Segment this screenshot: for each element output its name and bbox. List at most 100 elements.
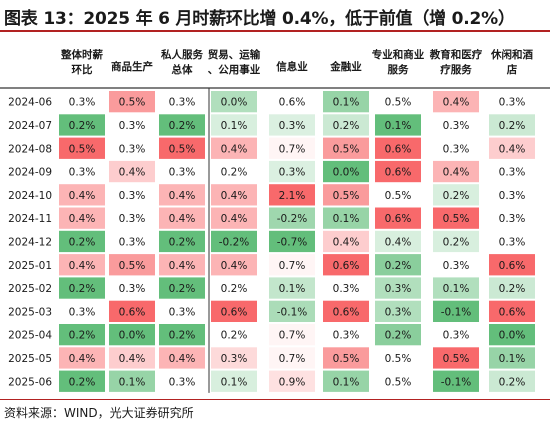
heatmap-cell <box>375 137 421 159</box>
heatmap-cell <box>159 160 205 183</box>
cell-value: 0.4% <box>119 167 146 179</box>
heatmap-cell <box>159 207 205 229</box>
heatmap-cell <box>269 347 315 369</box>
column-header: 整体时薪 <box>60 48 103 61</box>
heatmap-cell <box>433 207 479 229</box>
heatmap-cell <box>323 300 369 322</box>
column-header: 店 <box>506 63 518 76</box>
heatmap-cell <box>489 230 535 253</box>
heatmap-cell <box>323 91 369 113</box>
cell-value: 0.2% <box>499 120 526 132</box>
row-label: 2025-06 <box>8 376 52 388</box>
heatmap-cell <box>59 137 105 159</box>
source-note: 资料来源：WIND，光大证券研究所 <box>4 406 194 420</box>
column-header: 总体 <box>172 63 193 76</box>
cell-value: 0.7% <box>279 330 306 342</box>
cell-value: 0.4% <box>169 213 196 225</box>
cell-value: 0.1% <box>333 213 360 225</box>
heatmap-cell <box>433 184 479 206</box>
heatmap-cell <box>489 370 535 392</box>
cell-value: 0.4% <box>69 353 96 365</box>
cell-value: 0.3% <box>169 376 196 388</box>
cell-value: 0.4% <box>443 97 470 109</box>
heatmap-cell <box>323 207 369 229</box>
row-label: 2024-09 <box>8 167 52 179</box>
cell-value: 0.3% <box>499 97 526 109</box>
heatmap-cell <box>211 184 257 206</box>
cell-value: 0.6% <box>119 306 146 318</box>
cell-value: 0.1% <box>221 120 248 132</box>
cell-value: 0.9% <box>279 376 306 388</box>
cell-value: -0.2% <box>277 213 307 225</box>
heatmap-cell <box>159 184 205 206</box>
heatmap-cell <box>109 230 155 253</box>
cell-value: 0.2% <box>221 330 248 342</box>
column-header: 疗服务 <box>440 63 472 76</box>
cell-value: 0.4% <box>443 167 470 179</box>
cell-value: 0.5% <box>69 143 96 155</box>
heatmap-cell <box>269 254 315 276</box>
heatmap-cell <box>59 347 105 369</box>
cell-value: 0.2% <box>69 330 96 342</box>
heatmap-cell <box>489 347 535 369</box>
heatmap-cell <box>109 300 155 322</box>
cell-value: 0.7% <box>279 143 306 155</box>
heatmap-cell <box>375 347 421 369</box>
column-header: 环比 <box>72 63 93 76</box>
heatmap-cell <box>59 160 105 183</box>
cell-value: 0.2% <box>169 236 196 248</box>
cell-value: 0.2% <box>69 120 96 132</box>
heatmap-cell <box>159 114 205 136</box>
cell-value: 0.3% <box>443 143 470 155</box>
cell-value: 0.3% <box>119 143 146 155</box>
column-header: 、公用事业 <box>208 63 261 76</box>
cell-value: 0.3% <box>279 167 306 179</box>
heatmap-cell <box>375 184 421 206</box>
heatmap-cell <box>489 137 535 159</box>
cell-value: 0.2% <box>69 236 96 248</box>
heatmap-cell <box>211 300 257 322</box>
cell-value: 0.3% <box>69 306 96 318</box>
heatmap-cell <box>489 207 535 229</box>
cell-value: 0.2% <box>221 167 248 179</box>
cell-value: 0.4% <box>69 213 96 225</box>
cell-value: 0.6% <box>385 213 412 225</box>
heatmap-cell <box>59 230 105 253</box>
column-header: 专业和商业 <box>372 48 425 61</box>
cell-value: 0.3% <box>499 213 526 225</box>
row-label: 2024-06 <box>8 97 52 109</box>
heatmap-cell <box>433 230 479 253</box>
column-header: 金融业 <box>329 60 362 73</box>
cell-value: 0.3% <box>333 330 360 342</box>
heatmap-cell <box>211 347 257 369</box>
heatmap-cell <box>109 114 155 136</box>
heatmap-cell <box>159 91 205 113</box>
column-header: 信息业 <box>276 60 308 73</box>
heatmap-cell <box>211 277 257 299</box>
cell-value: 0.2% <box>443 236 470 248</box>
cell-value: 0.5% <box>385 376 412 388</box>
cell-value: 0.2% <box>499 376 526 388</box>
cell-value: 0.3% <box>385 306 412 318</box>
row-label: 2024-07 <box>8 120 52 132</box>
heatmap-cell <box>375 300 421 322</box>
cell-value: 0.6% <box>499 306 526 318</box>
heatmap-cell <box>489 160 535 183</box>
cell-value: -0.7% <box>277 236 307 248</box>
heatmap-cell <box>323 184 369 206</box>
heatmap-cell <box>323 160 369 183</box>
cell-value: 0.3% <box>499 236 526 248</box>
cell-value: 0.6% <box>279 97 306 109</box>
heatmap-cell <box>59 184 105 206</box>
heatmap-cell <box>211 254 257 276</box>
cell-value: -0.1% <box>441 376 471 388</box>
cell-value: 0.3% <box>119 283 146 295</box>
row-label: 2025-01 <box>8 260 52 272</box>
cell-value: 0.3% <box>443 260 470 272</box>
cell-value: 0.7% <box>279 353 306 365</box>
cell-value: 0.5% <box>119 260 146 272</box>
heatmap-cell <box>433 160 479 183</box>
cell-value: 0.3% <box>119 120 146 132</box>
heatmap-cell <box>59 277 105 299</box>
